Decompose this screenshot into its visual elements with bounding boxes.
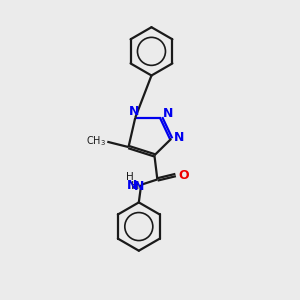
- Text: N: N: [163, 107, 173, 120]
- Text: N: N: [174, 131, 184, 144]
- Text: O: O: [178, 169, 189, 182]
- Text: N: N: [127, 179, 137, 192]
- Text: N: N: [134, 180, 145, 193]
- Text: H: H: [126, 172, 134, 182]
- Text: N: N: [129, 105, 139, 118]
- Text: CH$_3$: CH$_3$: [85, 134, 106, 148]
- Text: H: H: [131, 181, 140, 191]
